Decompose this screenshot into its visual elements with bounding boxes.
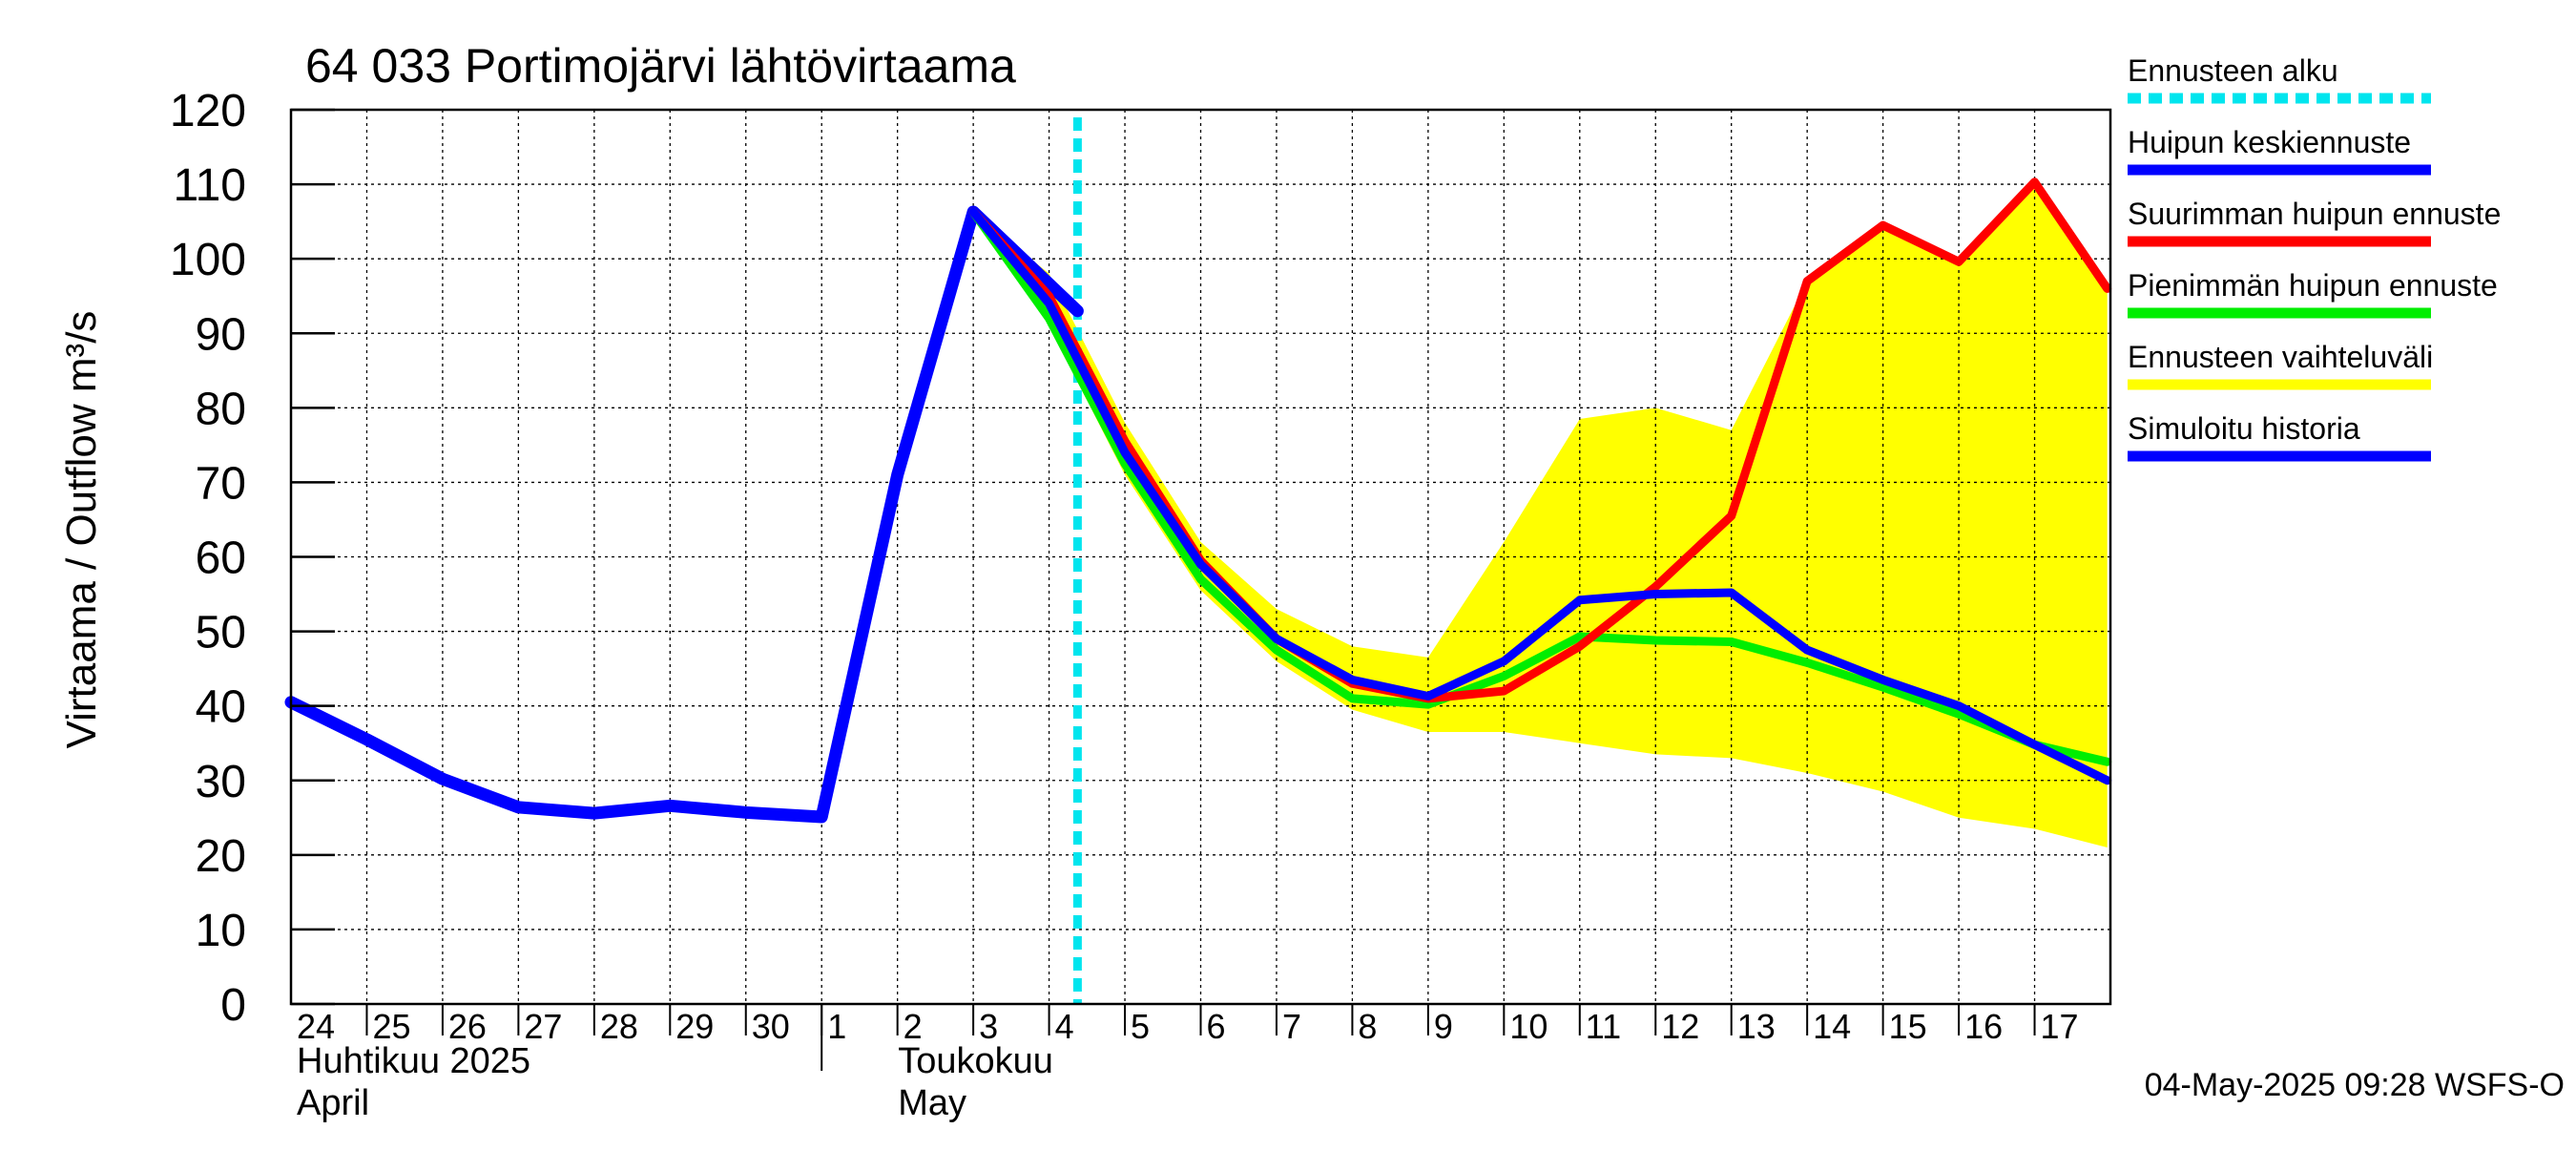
footer-timestamp: 04-May-2025 09:28 WSFS-O [2145, 1067, 2565, 1103]
series-layer [284, 117, 2112, 1004]
y-axis-label: Virtaama / Outflow m³/s [58, 311, 105, 749]
x-tick-label: 16 [1964, 1007, 2003, 1046]
month-label-en: April [297, 1083, 369, 1123]
y-tick-label: 50 [196, 608, 246, 659]
y-tick-label: 60 [196, 533, 246, 584]
x-tick-label: 30 [752, 1007, 790, 1046]
x-tick-label: 10 [1509, 1007, 1548, 1046]
y-tick-label: 10 [196, 906, 246, 956]
plot-frame [289, 108, 2112, 1006]
simulated-history-line [284, 205, 1084, 824]
legend-label: Huipun keskiennuste [2128, 125, 2411, 159]
x-tick-label: 13 [1737, 1007, 1776, 1046]
legend-label: Pienimmän huipun ennuste [2128, 268, 2498, 303]
legend-label: Suurimman huipun ennuste [2128, 197, 2501, 231]
x-tick-label: 25 [372, 1007, 410, 1046]
y-tick-label: 90 [196, 309, 246, 360]
min-peak-forecast-line [968, 207, 2112, 766]
month-label-en: May [898, 1083, 966, 1123]
mean-peak-forecast-line [968, 207, 2112, 785]
x-tick-label: 5 [1131, 1007, 1150, 1046]
x-tick-label: 8 [1358, 1007, 1377, 1046]
x-tick-label: 9 [1434, 1007, 1453, 1046]
x-tick-label: 15 [1889, 1007, 1927, 1046]
y-tick-label: 20 [196, 831, 246, 882]
x-tick-label: 12 [1661, 1007, 1699, 1046]
x-tick-label: 24 [297, 1007, 335, 1046]
legend-label: Ennusteen alku [2128, 53, 2338, 88]
y-tick-label: 30 [196, 757, 246, 807]
month-label-fi: Toukokuu [898, 1041, 1053, 1081]
y-tick-label: 120 [170, 86, 246, 136]
x-tick-label: 26 [448, 1007, 487, 1046]
y-tick-label: 40 [196, 682, 246, 733]
y-tick-label: 70 [196, 458, 246, 509]
x-tick-label: 28 [600, 1007, 638, 1046]
legend: Ennusteen alku Huipun keskiennuste Suurimm… [2128, 53, 2501, 462]
x-tick-label: 27 [524, 1007, 562, 1046]
month-label-fi: Huhtikuu 2025 [297, 1041, 530, 1081]
x-tick-label: 14 [1813, 1007, 1851, 1046]
chart-title: 64 033 Portimojärvi lähtövirtaama [305, 39, 1016, 93]
x-tick-label: 11 [1586, 1007, 1621, 1046]
y-tick-label: 80 [196, 384, 246, 434]
forecast-range-band-layer [973, 181, 2108, 848]
y-tick-label: 110 [173, 160, 246, 211]
forecast-range-band [973, 181, 2108, 848]
y-tick-label: 100 [170, 235, 246, 285]
x-tick-label: 7 [1282, 1007, 1301, 1046]
x-tick-label: 1 [827, 1007, 846, 1046]
legend-label: Ennusteen vaihteluväli [2128, 340, 2433, 374]
x-tick-label: 17 [2041, 1007, 2079, 1046]
x-tick-label: 29 [675, 1007, 714, 1046]
legend-label: Simuloitu historia [2128, 411, 2360, 446]
x-tick-label: 3 [979, 1007, 998, 1046]
grid-layer [291, 110, 2110, 1004]
x-tick-label: 4 [1055, 1007, 1074, 1046]
y-tick-label: 0 [220, 980, 246, 1031]
x-tick-label: 2 [904, 1007, 923, 1046]
x-tick-label: 6 [1207, 1007, 1226, 1046]
